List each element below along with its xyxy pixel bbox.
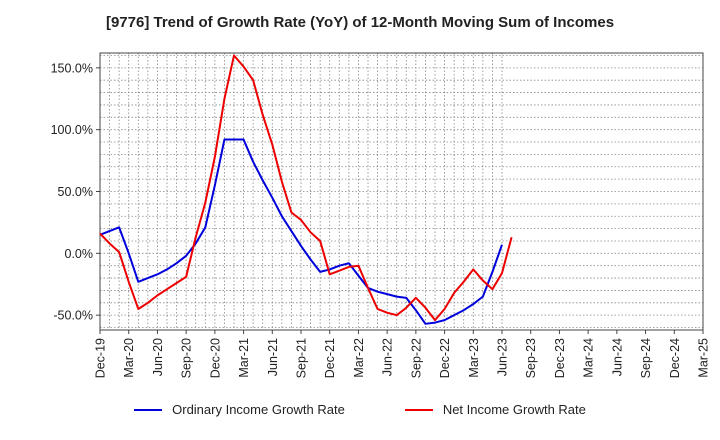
x-tick-label: Dec-22: [438, 338, 452, 378]
x-tick-label: Jun-23: [496, 338, 510, 376]
legend: Ordinary Income Growth Rate Net Income G…: [0, 402, 720, 417]
series-line-ordinary-income: [99, 138, 503, 325]
x-tick-label: Sep-21: [295, 338, 309, 378]
chart-title: [9776] Trend of Growth Rate (YoY) of 12-…: [105, 14, 615, 31]
x-tick-label: Sep-22: [409, 338, 423, 378]
y-tick-label: 0.0%: [65, 247, 94, 261]
x-tick-label: Jun-20: [151, 338, 165, 376]
x-tick-label: Mar-22: [352, 338, 366, 378]
x-tick-label: Mar-24: [582, 338, 596, 378]
x-tick-label: Dec-20: [208, 338, 222, 378]
x-tick-label: Mar-21: [237, 338, 251, 378]
legend-swatch-ordinary-income: [134, 408, 163, 411]
x-tick-label: Sep-23: [524, 338, 538, 378]
x-tick-label: Sep-24: [639, 338, 653, 378]
x-tick-label: Jun-22: [381, 338, 395, 376]
x-tick-label: Dec-24: [668, 338, 682, 378]
x-tick-label: Mar-20: [122, 338, 136, 378]
x-tick-label: Dec-23: [553, 338, 567, 378]
y-tick-label: 100.0%: [51, 123, 93, 137]
legend-label-net-income: Net Income Growth Rate: [442, 402, 586, 417]
legend-label-ordinary-income: Ordinary Income Growth Rate: [172, 402, 345, 417]
y-tick-label: 150.0%: [51, 61, 93, 75]
x-tick-label: Mar-25: [697, 338, 711, 378]
x-tick-label: Jun-21: [266, 338, 280, 376]
legend-item-ordinary-income: Ordinary Income Growth Rate: [134, 402, 345, 417]
x-tick-label: Jun-24: [610, 338, 624, 376]
x-tick-label: Sep-20: [180, 338, 194, 378]
legend-item-net-income: Net Income Growth Rate: [404, 402, 586, 417]
legend-swatch-net-income: [404, 408, 433, 411]
x-tick-label: Dec-19: [94, 338, 108, 378]
x-tick-label: Dec-21: [323, 338, 337, 378]
y-tick-label: 50.0%: [58, 185, 93, 199]
series-line-net-income: [99, 54, 513, 322]
x-tick-label: Mar-23: [467, 338, 481, 378]
y-tick-label: -50.0%: [53, 309, 93, 323]
